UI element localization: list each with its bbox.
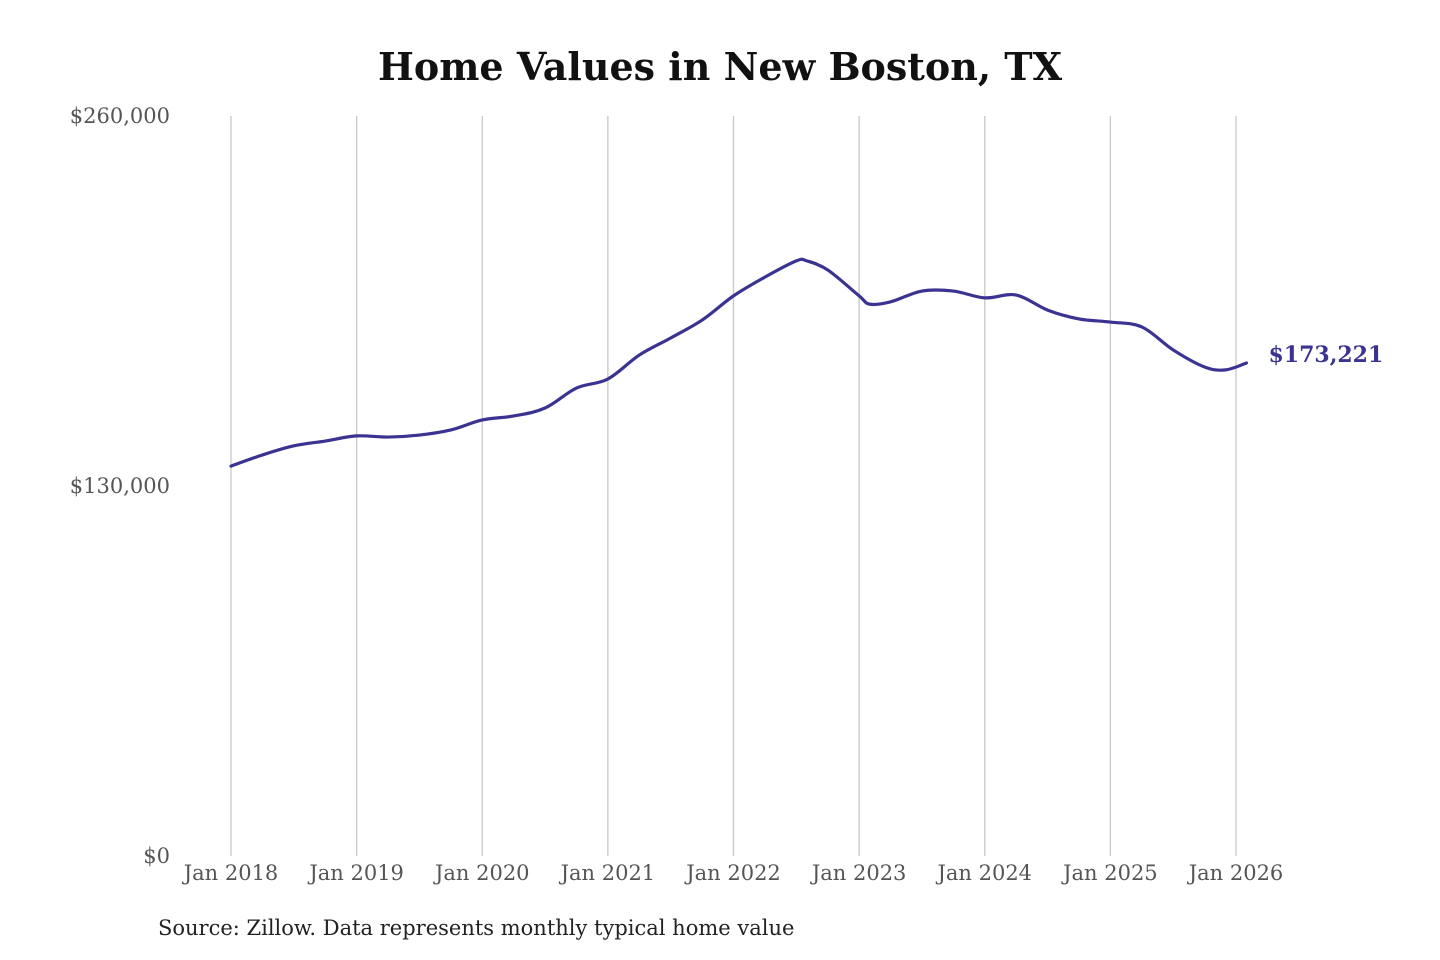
- x-tick-label: Jan 2022: [684, 861, 781, 885]
- chart-title: Home Values in New Boston, TX: [377, 44, 1063, 89]
- x-tick-label: Jan 2023: [810, 861, 907, 885]
- x-tick-label: Jan 2020: [433, 861, 530, 885]
- x-tick-label: Jan 2025: [1061, 861, 1158, 885]
- series-line: [229, 257, 1249, 468]
- x-tick-label: Jan 2024: [935, 861, 1032, 885]
- y-tick-label: $130,000: [70, 474, 170, 498]
- x-tick-label: Jan 2019: [307, 861, 404, 885]
- x-tick-label: Jan 2021: [559, 861, 656, 885]
- source-note: Source: Zillow. Data represents monthly …: [158, 916, 795, 940]
- x-tick-label: Jan 2026: [1187, 861, 1284, 885]
- end-value-label: $173,221: [1268, 342, 1383, 368]
- x-tick-label: Jan 2018: [182, 861, 279, 885]
- y-tick-label: $0: [143, 844, 170, 868]
- y-tick-label: $260,000: [70, 104, 170, 128]
